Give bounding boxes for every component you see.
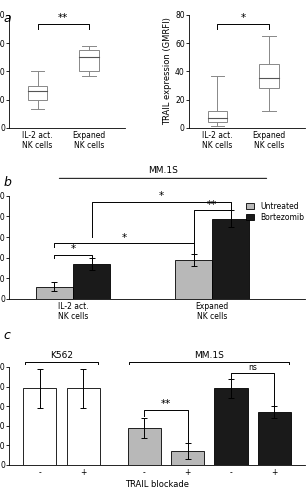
Text: *: * [71,244,75,254]
Bar [175,260,212,299]
Legend: Untreated, Bortezomib: Untreated, Bortezomib [246,202,304,222]
Bar [171,452,204,465]
Text: **: ** [161,399,171,409]
X-axis label: TRAIL blockade: TRAIL blockade [125,480,189,488]
Text: **: ** [207,200,217,209]
Bar [208,111,227,122]
Text: c: c [3,329,10,342]
Text: a: a [3,12,11,26]
Bar [79,50,99,71]
Text: *: * [121,232,127,242]
Text: MM.1S: MM.1S [194,351,224,360]
Bar [259,64,279,88]
Text: **: ** [58,13,68,23]
Bar [28,86,47,100]
Text: MM.1S: MM.1S [148,166,178,175]
Bar [23,388,56,465]
Text: *: * [241,13,246,23]
Bar [73,264,110,299]
Text: K562: K562 [50,351,73,360]
Bar [36,286,73,299]
Text: b: b [3,176,11,189]
Text: *: * [159,192,164,202]
Bar [258,412,291,465]
Text: ns: ns [248,364,257,372]
Bar [67,388,100,465]
Bar [212,218,249,299]
Bar [128,428,160,465]
Bar [214,388,248,465]
Y-axis label: TRAIL expression (GMRFI): TRAIL expression (GMRFI) [163,18,172,126]
